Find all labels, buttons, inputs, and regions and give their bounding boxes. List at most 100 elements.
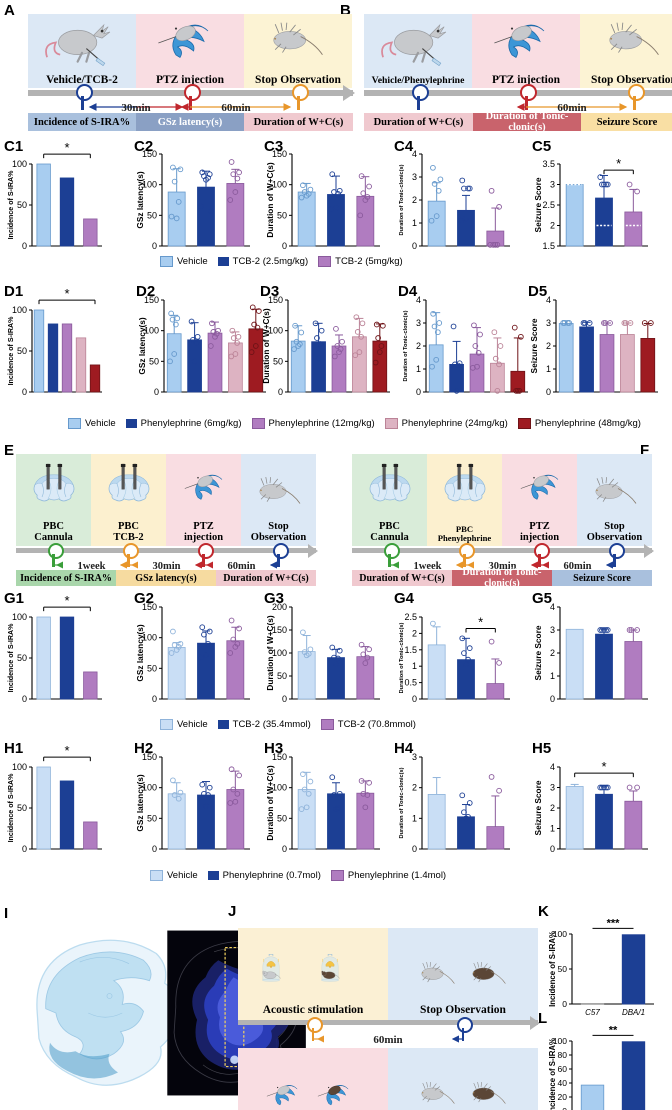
svg-text:40: 40 xyxy=(558,1078,568,1088)
svg-text:Seizure Score: Seizure Score xyxy=(529,318,539,373)
svg-text:0.5: 0.5 xyxy=(404,678,417,688)
svg-text:C57: C57 xyxy=(585,1008,600,1017)
svg-text:2.5: 2.5 xyxy=(404,612,417,622)
svg-text:3.5: 3.5 xyxy=(542,159,555,169)
svg-text:1: 1 xyxy=(550,824,555,834)
svg-text:2: 2 xyxy=(412,783,417,793)
svg-text:*: * xyxy=(64,140,69,155)
svg-text:0: 0 xyxy=(152,694,157,704)
svg-text:0: 0 xyxy=(412,844,417,854)
svg-text:4: 4 xyxy=(550,602,555,612)
svg-text:2: 2 xyxy=(550,648,555,658)
svg-text:2.5: 2.5 xyxy=(542,200,555,210)
svg-text:0: 0 xyxy=(278,387,283,397)
svg-text:4: 4 xyxy=(416,295,421,305)
svg-text:*: * xyxy=(64,743,69,758)
svg-text:100: 100 xyxy=(12,612,27,622)
svg-text:3: 3 xyxy=(550,625,555,635)
svg-text:0: 0 xyxy=(562,999,567,1009)
svg-text:20: 20 xyxy=(558,1092,568,1102)
svg-text:50: 50 xyxy=(147,813,157,823)
svg-text:1: 1 xyxy=(546,364,551,374)
svg-text:0: 0 xyxy=(412,694,417,704)
svg-text:50: 50 xyxy=(147,663,157,673)
svg-text:100: 100 xyxy=(12,762,27,772)
svg-text:*: * xyxy=(64,286,69,301)
svg-text:150: 150 xyxy=(272,752,287,762)
svg-text:*: * xyxy=(478,614,483,629)
svg-text:150: 150 xyxy=(142,752,157,762)
svg-text:0: 0 xyxy=(152,241,157,251)
svg-text:GSz latency(s): GSz latency(s) xyxy=(135,774,145,831)
svg-text:2: 2 xyxy=(550,221,555,231)
svg-text:150: 150 xyxy=(272,149,287,159)
svg-text:GSz latency(s): GSz latency(s) xyxy=(135,171,145,228)
svg-text:50: 50 xyxy=(149,356,159,366)
svg-text:Incidence of S-IRA%: Incidence of S-IRA% xyxy=(7,623,15,693)
svg-text:0: 0 xyxy=(282,694,287,704)
svg-text:0: 0 xyxy=(22,387,27,397)
svg-text:150: 150 xyxy=(144,295,159,305)
svg-text:50: 50 xyxy=(17,803,27,813)
svg-text:1: 1 xyxy=(412,218,417,228)
svg-text:*: * xyxy=(616,156,621,171)
svg-text:50: 50 xyxy=(277,813,287,823)
svg-text:Incidence of S-IRA%: Incidence of S-IRA% xyxy=(7,773,15,843)
svg-text:1: 1 xyxy=(412,813,417,823)
svg-text:GSz latency(s): GSz latency(s) xyxy=(135,624,145,681)
svg-text:50: 50 xyxy=(147,210,157,220)
svg-text:Duration of Tonic-clonic(s): Duration of Tonic-clonic(s) xyxy=(399,164,405,235)
svg-text:**: ** xyxy=(609,1024,618,1036)
svg-text:Duration of Tonic-clonic(s): Duration of Tonic-clonic(s) xyxy=(399,767,405,838)
svg-text:2: 2 xyxy=(546,341,551,351)
svg-text:80: 80 xyxy=(558,1050,568,1060)
svg-text:Duration of Tonic-clonic(s): Duration of Tonic-clonic(s) xyxy=(399,622,405,693)
svg-text:*: * xyxy=(601,759,606,774)
svg-text:2: 2 xyxy=(416,341,421,351)
svg-text:Seizure Score: Seizure Score xyxy=(533,780,543,835)
svg-text:Seizure Score: Seizure Score xyxy=(533,625,543,680)
svg-text:Duration of W+C(s): Duration of W+C(s) xyxy=(265,615,275,691)
svg-text:150: 150 xyxy=(268,295,283,305)
svg-text:1: 1 xyxy=(412,661,417,671)
svg-text:Incidence of S-IRA%: Incidence of S-IRA% xyxy=(7,170,15,240)
svg-text:50: 50 xyxy=(273,356,283,366)
svg-text:0: 0 xyxy=(412,241,417,251)
svg-text:50: 50 xyxy=(277,671,287,681)
svg-text:Duration of W+C(s): Duration of W+C(s) xyxy=(265,162,275,238)
svg-text:100: 100 xyxy=(12,159,27,169)
svg-text:0: 0 xyxy=(154,387,159,397)
svg-text:Incidence of S-IRA%: Incidence of S-IRA% xyxy=(548,931,557,1007)
svg-text:50: 50 xyxy=(17,200,27,210)
svg-text:0: 0 xyxy=(550,844,555,854)
svg-text:DBA/1: DBA/1 xyxy=(622,1008,645,1017)
svg-text:150: 150 xyxy=(142,602,157,612)
svg-text:0: 0 xyxy=(546,387,551,397)
svg-text:Duration of W+C(s): Duration of W+C(s) xyxy=(265,765,275,841)
svg-text:1.5: 1.5 xyxy=(404,645,417,655)
svg-text:*: * xyxy=(64,593,69,608)
svg-text:2: 2 xyxy=(550,803,555,813)
svg-text:4: 4 xyxy=(546,295,551,305)
svg-text:3: 3 xyxy=(412,752,417,762)
svg-text:3: 3 xyxy=(550,783,555,793)
svg-text:Duration of W+C(s): Duration of W+C(s) xyxy=(261,308,271,384)
svg-text:Duration of Tonic-clonic(s): Duration of Tonic-clonic(s) xyxy=(403,310,409,381)
svg-text:60min: 60min xyxy=(373,1034,402,1046)
svg-text:0: 0 xyxy=(550,694,555,704)
svg-text:200: 200 xyxy=(272,602,287,612)
svg-text:2: 2 xyxy=(412,628,417,638)
svg-text:3: 3 xyxy=(416,318,421,328)
svg-text:Incidence of S-IRA%: Incidence of S-IRA% xyxy=(7,316,15,386)
svg-text:100: 100 xyxy=(12,305,27,315)
svg-text:Incidence of S-IRA%: Incidence of S-IRA% xyxy=(548,1038,557,1110)
svg-text:3: 3 xyxy=(546,318,551,328)
svg-text:***: *** xyxy=(607,917,621,929)
svg-text:1.5: 1.5 xyxy=(542,241,555,251)
svg-text:0: 0 xyxy=(22,241,27,251)
svg-text:1: 1 xyxy=(550,671,555,681)
svg-text:2: 2 xyxy=(412,195,417,205)
svg-text:0: 0 xyxy=(562,1106,567,1110)
svg-text:Seizure Score: Seizure Score xyxy=(533,177,543,232)
svg-text:0: 0 xyxy=(152,844,157,854)
